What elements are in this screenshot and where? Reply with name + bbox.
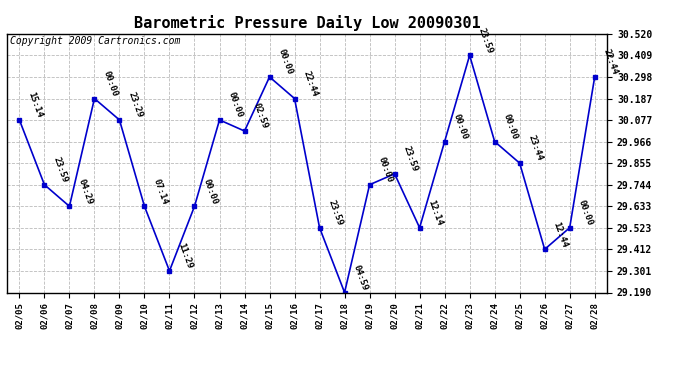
Text: 04:29: 04:29 [77, 177, 94, 206]
Text: 00:00: 00:00 [101, 69, 119, 98]
Text: 12:14: 12:14 [426, 199, 444, 227]
Text: 22:44: 22:44 [602, 48, 620, 76]
Text: 22:44: 22:44 [302, 69, 319, 98]
Text: 00:00: 00:00 [577, 199, 594, 227]
Text: 02:59: 02:59 [251, 102, 269, 130]
Text: 23:59: 23:59 [402, 145, 420, 173]
Title: Barometric Pressure Daily Low 20090301: Barometric Pressure Daily Low 20090301 [134, 15, 480, 31]
Text: 00:00: 00:00 [377, 156, 394, 184]
Text: 00:00: 00:00 [502, 112, 520, 141]
Text: 07:14: 07:14 [151, 177, 169, 206]
Text: 15:14: 15:14 [26, 91, 44, 119]
Text: 23:29: 23:29 [126, 91, 144, 119]
Text: 23:59: 23:59 [477, 26, 494, 55]
Text: 11:29: 11:29 [177, 242, 194, 270]
Text: 12:44: 12:44 [551, 220, 569, 249]
Text: 00:00: 00:00 [451, 112, 469, 141]
Text: Copyright 2009 Cartronics.com: Copyright 2009 Cartronics.com [10, 36, 180, 46]
Text: 00:00: 00:00 [277, 48, 294, 76]
Text: 00:00: 00:00 [201, 177, 219, 206]
Text: 23:59: 23:59 [326, 199, 344, 227]
Text: 00:00: 00:00 [226, 91, 244, 119]
Text: 23:59: 23:59 [51, 156, 69, 184]
Text: 04:59: 04:59 [351, 263, 369, 292]
Text: 23:44: 23:44 [526, 134, 544, 162]
